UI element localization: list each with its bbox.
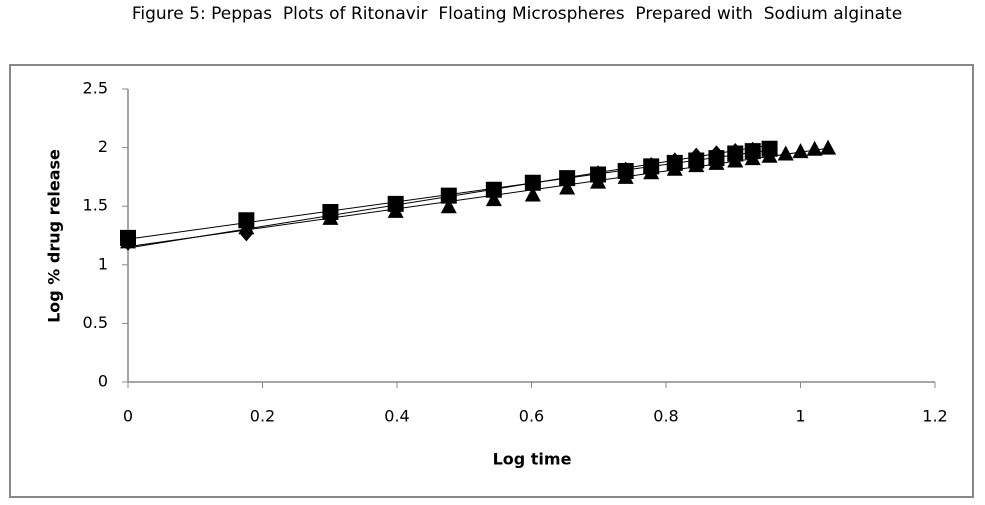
data-point	[666, 160, 683, 176]
x-tick-label: 1.2	[922, 407, 947, 426]
x-axis-title: Log time	[493, 450, 572, 469]
data-point	[761, 147, 778, 163]
data-point	[643, 164, 660, 180]
y-tick-label: 0.5	[83, 313, 108, 332]
data-point	[727, 152, 744, 168]
y-axis-title: Log % drug release	[45, 149, 64, 323]
data-point	[792, 143, 809, 159]
x-tick-label: 0	[123, 407, 133, 426]
data-point	[559, 179, 576, 195]
y-tick-label: 2.5	[83, 79, 108, 98]
x-tick-label: 1	[795, 407, 805, 426]
x-tick-label: 0.8	[653, 407, 678, 426]
x-tick-label: 0.4	[384, 407, 409, 426]
data-point	[590, 173, 607, 189]
data-point	[777, 145, 794, 161]
data-point	[617, 168, 634, 184]
data-point	[708, 154, 725, 170]
data-point	[387, 202, 404, 218]
x-tick-label: 0.2	[250, 407, 275, 426]
data-point	[820, 139, 837, 155]
data-point	[238, 219, 255, 235]
data-point	[485, 181, 502, 198]
data-point	[524, 186, 541, 202]
y-tick-label: 1	[98, 254, 108, 273]
chart-frame	[9, 64, 974, 498]
data-point	[440, 198, 457, 214]
data-point	[440, 187, 457, 204]
chart-title: Figure 5: Peppas Plots of Ritonavir Floa…	[132, 4, 902, 24]
data-point	[688, 157, 705, 173]
data-point	[485, 191, 502, 207]
y-tick-label: 0	[98, 372, 108, 391]
y-tick-label: 1.5	[83, 196, 108, 215]
data-point	[744, 150, 761, 166]
data-point	[322, 209, 339, 225]
data-point	[120, 233, 136, 249]
data-point	[524, 174, 541, 191]
y-tick-label: 2	[98, 137, 108, 156]
x-tick-label: 0.6	[519, 407, 544, 426]
data-point	[559, 170, 576, 187]
data-point	[806, 140, 823, 156]
